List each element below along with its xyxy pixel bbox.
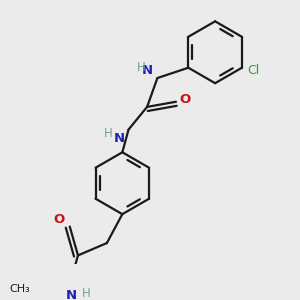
- Text: O: O: [54, 213, 65, 226]
- Text: H: H: [82, 287, 91, 300]
- Text: N: N: [142, 64, 153, 77]
- Text: O: O: [180, 93, 191, 106]
- Text: H: H: [136, 61, 145, 74]
- Text: Cl: Cl: [247, 64, 259, 77]
- Text: N: N: [66, 290, 77, 300]
- Text: CH₃: CH₃: [10, 284, 31, 294]
- Text: H: H: [103, 127, 112, 140]
- Text: N: N: [113, 132, 124, 145]
